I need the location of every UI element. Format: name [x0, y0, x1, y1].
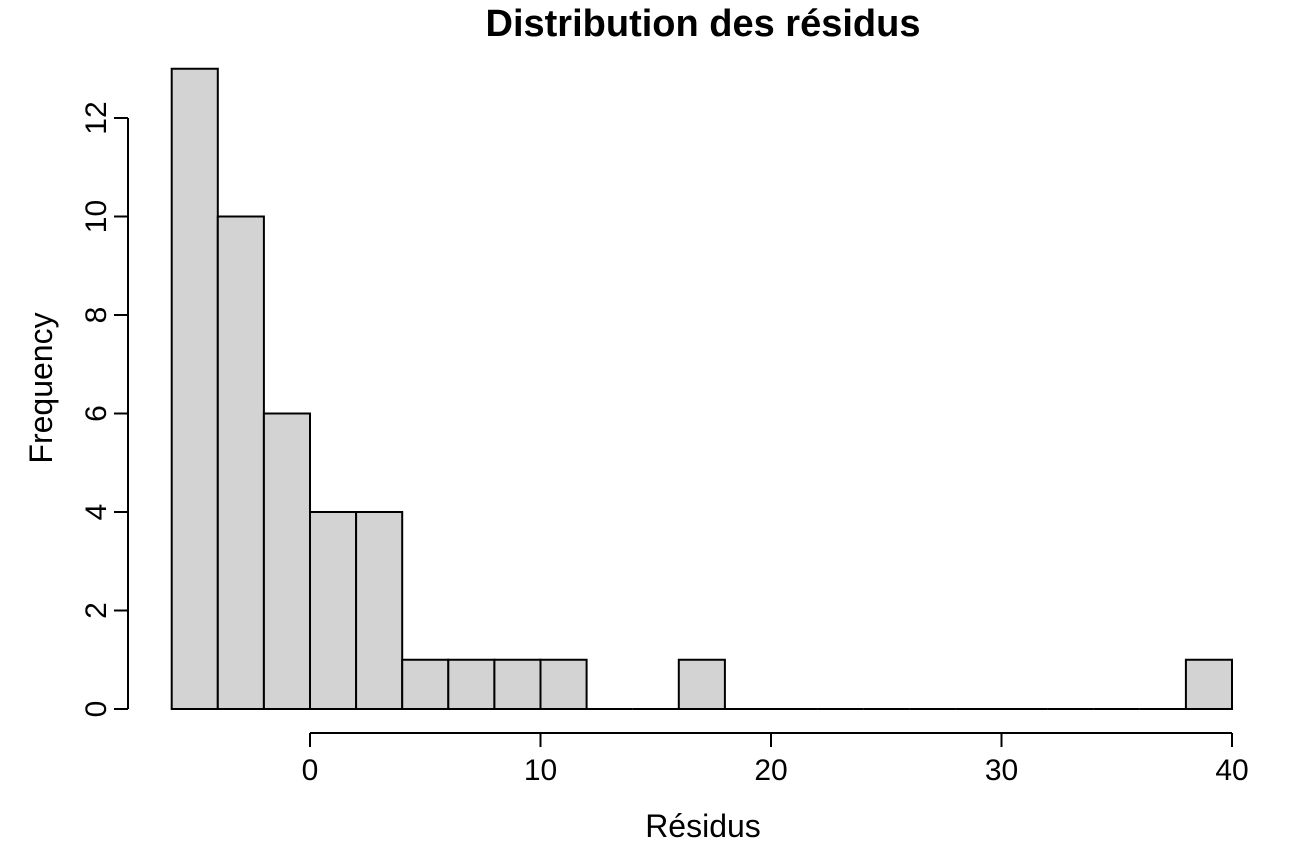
histogram-bar: [262, 412, 311, 710]
x-axis-label: Résidus: [645, 808, 761, 844]
histogram-bar: [216, 215, 265, 710]
x-tick-label: 40: [1215, 754, 1248, 787]
y-tick-label: 2: [80, 602, 113, 619]
bars-group: [170, 67, 1234, 710]
histogram-bar: [309, 511, 358, 710]
y-tick-label: 0: [80, 701, 113, 718]
x-tick-label: 0: [302, 754, 319, 787]
histogram-bar: [355, 511, 404, 710]
histogram-bar: [539, 658, 588, 710]
histogram-bar: [1184, 658, 1234, 710]
y-tick-label: 12: [80, 101, 113, 134]
histogram-bar: [447, 658, 496, 710]
x-axis: 0 10 20 30 40: [302, 732, 1249, 787]
y-tick-label: 10: [80, 200, 113, 233]
y-tick-label: 6: [80, 405, 113, 422]
y-axis: 0 2 4 6 8 10 12: [80, 101, 129, 718]
histogram-bar: [170, 67, 219, 710]
chart-title: Distribution des résidus: [486, 3, 921, 45]
histogram-bar: [677, 658, 726, 710]
y-tick-label: 8: [80, 307, 113, 324]
x-tick-label: 20: [754, 754, 787, 787]
x-tick-label: 10: [524, 754, 557, 787]
x-tick-label: 30: [985, 754, 1018, 787]
histogram-bar: [493, 658, 542, 710]
y-tick-label: 4: [80, 504, 113, 521]
y-axis-label: Frequency: [23, 312, 59, 463]
histogram-bar: [401, 658, 450, 710]
